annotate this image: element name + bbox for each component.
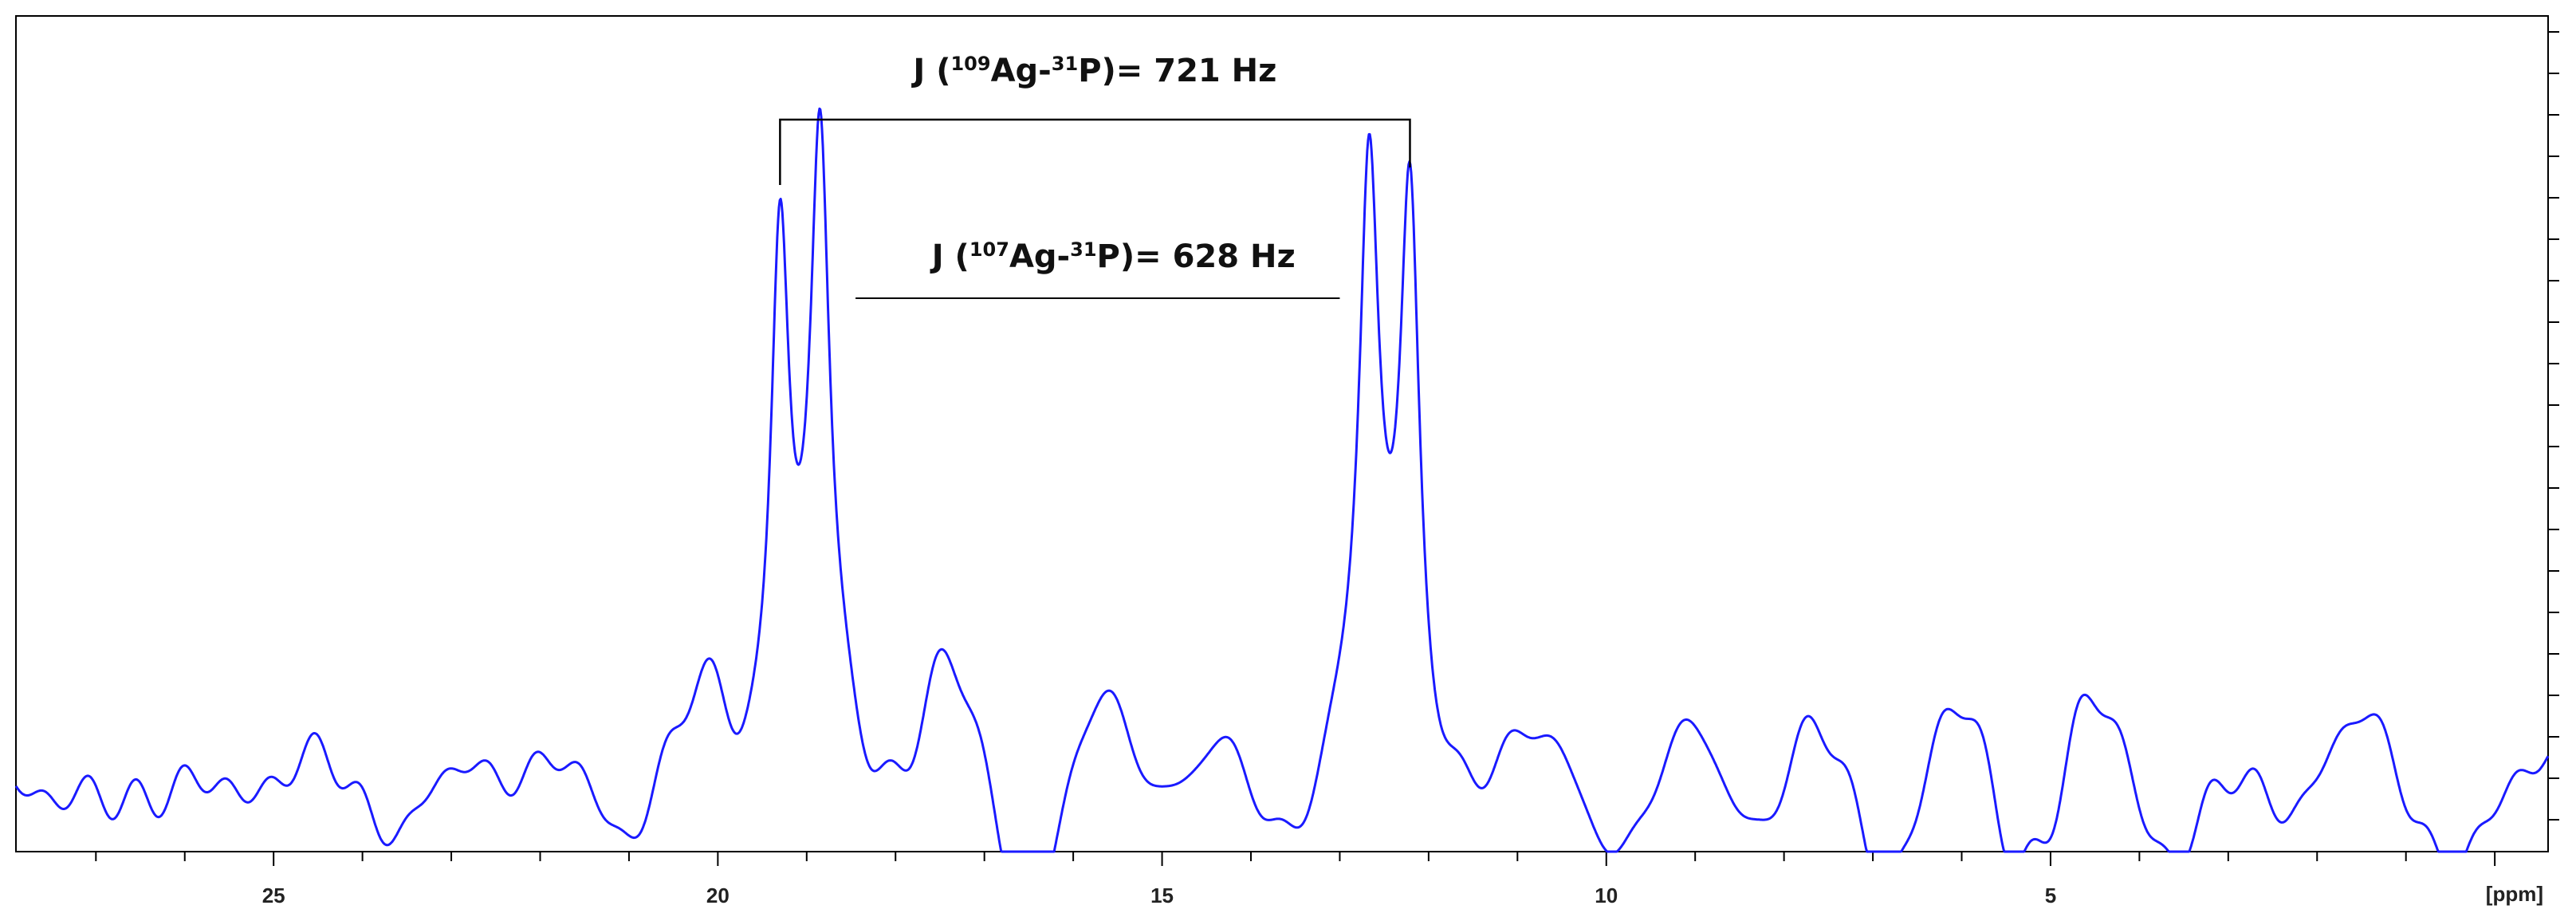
x-axis-label: [ppm] bbox=[2486, 882, 2543, 906]
annotation-superscript: 31 bbox=[1070, 238, 1096, 261]
annotation-j-107: J (107Ag-31P)= 628 Hz bbox=[930, 238, 1296, 275]
annotation-superscript: 107 bbox=[969, 238, 1009, 261]
annotation-superscript: 31 bbox=[1052, 53, 1078, 75]
annotation-text: J ( bbox=[910, 53, 950, 89]
annotation-text: P)= 721 Hz bbox=[1078, 53, 1276, 89]
x-tick-label: 15 bbox=[1150, 884, 1174, 907]
x-tick-label: 25 bbox=[262, 884, 285, 907]
annotation-text: J ( bbox=[930, 238, 969, 275]
annotation-text: P)= 628 Hz bbox=[1097, 238, 1296, 275]
coupling-bracket-109 bbox=[779, 118, 1411, 185]
spectrum-line bbox=[14, 107, 2550, 853]
x-tick-label: 10 bbox=[1595, 884, 1618, 907]
annotation-text: Ag- bbox=[1009, 238, 1070, 275]
annotation-text: Ag- bbox=[991, 53, 1052, 89]
x-tick-label: 5 bbox=[2045, 884, 2056, 907]
y-axis-ticks bbox=[2548, 31, 2559, 821]
annotation-j-109: J (109Ag-31P)= 721 Hz bbox=[910, 53, 1276, 89]
x-tick-label: 20 bbox=[706, 884, 730, 907]
annotation-superscript: 109 bbox=[950, 53, 990, 75]
coupling-annotations: J (109Ag-31P)= 721 HzJ (107Ag-31P)= 628 … bbox=[779, 53, 1411, 299]
x-axis-ticks: 25 20 15 10 5 bbox=[95, 852, 2496, 907]
plot-frame bbox=[15, 15, 2549, 852]
